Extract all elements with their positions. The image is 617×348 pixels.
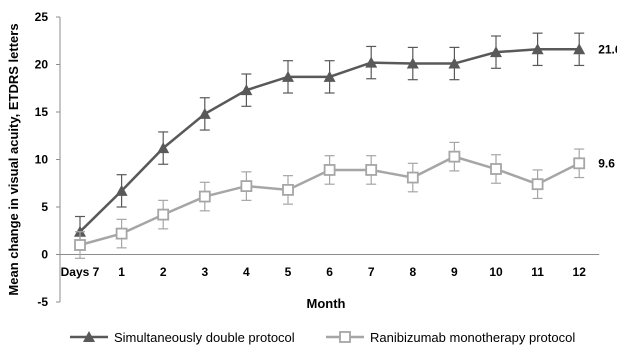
legend-item-1: Simultaneously double protocol	[70, 330, 295, 345]
series-1: 21.6	[74, 32, 617, 248]
data-point-triangle	[282, 70, 294, 82]
x-axis: Days 7 1 2 3 4 5 6 7 8 9 10 11 12	[60, 254, 600, 279]
x-tick-label: 9	[451, 265, 458, 279]
y-tick-label: 25	[35, 10, 49, 24]
x-tick-label: 8	[409, 265, 416, 279]
x-tick-label: 12	[573, 265, 587, 279]
y-tick-label: 15	[35, 105, 49, 119]
x-tick-label: 7	[368, 265, 375, 279]
y-axis: -5 0 5 10 15 20 25	[35, 10, 61, 309]
data-point-square	[74, 239, 86, 251]
data-point-triangle	[573, 43, 586, 55]
legend-item-2: Ranibizumab monotherapy protocol	[326, 330, 575, 345]
data-point-triangle	[323, 70, 336, 82]
data-point-square	[282, 183, 294, 196]
data-point-triangle	[531, 43, 544, 55]
series-2: 9.6	[74, 141, 615, 259]
x-axis-title: Month	[307, 296, 346, 311]
x-tick-label: 4	[243, 265, 250, 279]
series-layer: 21.6 9.6	[74, 32, 617, 259]
x-tick-label: 10	[489, 265, 503, 279]
data-point-square	[573, 157, 586, 170]
legend-label: Simultaneously double protocol	[114, 330, 295, 345]
data-point-triangle	[365, 56, 378, 68]
y-tick-label: 20	[35, 58, 49, 72]
legend-marker-square	[339, 331, 351, 343]
data-point-square	[198, 190, 211, 203]
data-point-square	[531, 178, 544, 191]
data-point-square	[406, 171, 419, 184]
end-value-label: 9.6	[598, 156, 615, 170]
y-tick-label: -5	[37, 295, 48, 309]
x-tick-label: 5	[285, 265, 292, 279]
x-tick-label: 6	[326, 265, 333, 279]
legend-marker-triangle	[83, 331, 95, 342]
data-point-triangle	[115, 184, 128, 196]
x-tick-label: 3	[201, 265, 208, 279]
x-tick-label: 2	[160, 265, 167, 279]
data-point-triangle	[157, 142, 170, 154]
data-point-square	[490, 163, 502, 175]
legend: Simultaneously double protocol Ranibizuma…	[70, 330, 575, 345]
data-point-triangle	[240, 84, 253, 96]
data-point-square	[365, 164, 378, 176]
x-tick-label: 11	[531, 265, 544, 279]
x-tick-label: 1	[118, 265, 125, 279]
y-tick-label: 5	[41, 200, 48, 214]
data-point-square	[323, 164, 336, 176]
data-point-triangle	[448, 57, 461, 69]
end-value-label: 21.6	[598, 42, 617, 56]
y-tick-label: 0	[41, 248, 48, 262]
data-point-triangle	[198, 107, 211, 119]
y-axis-title: Mean change in visual acuity, ETDRS lett…	[6, 23, 21, 295]
legend-label: Ranibizumab monotherapy protocol	[370, 330, 575, 345]
data-point-square	[240, 180, 253, 193]
x-tick-label: Days 7	[61, 265, 100, 279]
data-point-triangle	[490, 46, 502, 58]
data-point-square	[157, 208, 170, 221]
y-tick-label: 10	[35, 153, 49, 167]
data-point-square	[115, 227, 128, 240]
data-point-triangle	[406, 57, 419, 69]
data-point-square	[448, 150, 461, 163]
